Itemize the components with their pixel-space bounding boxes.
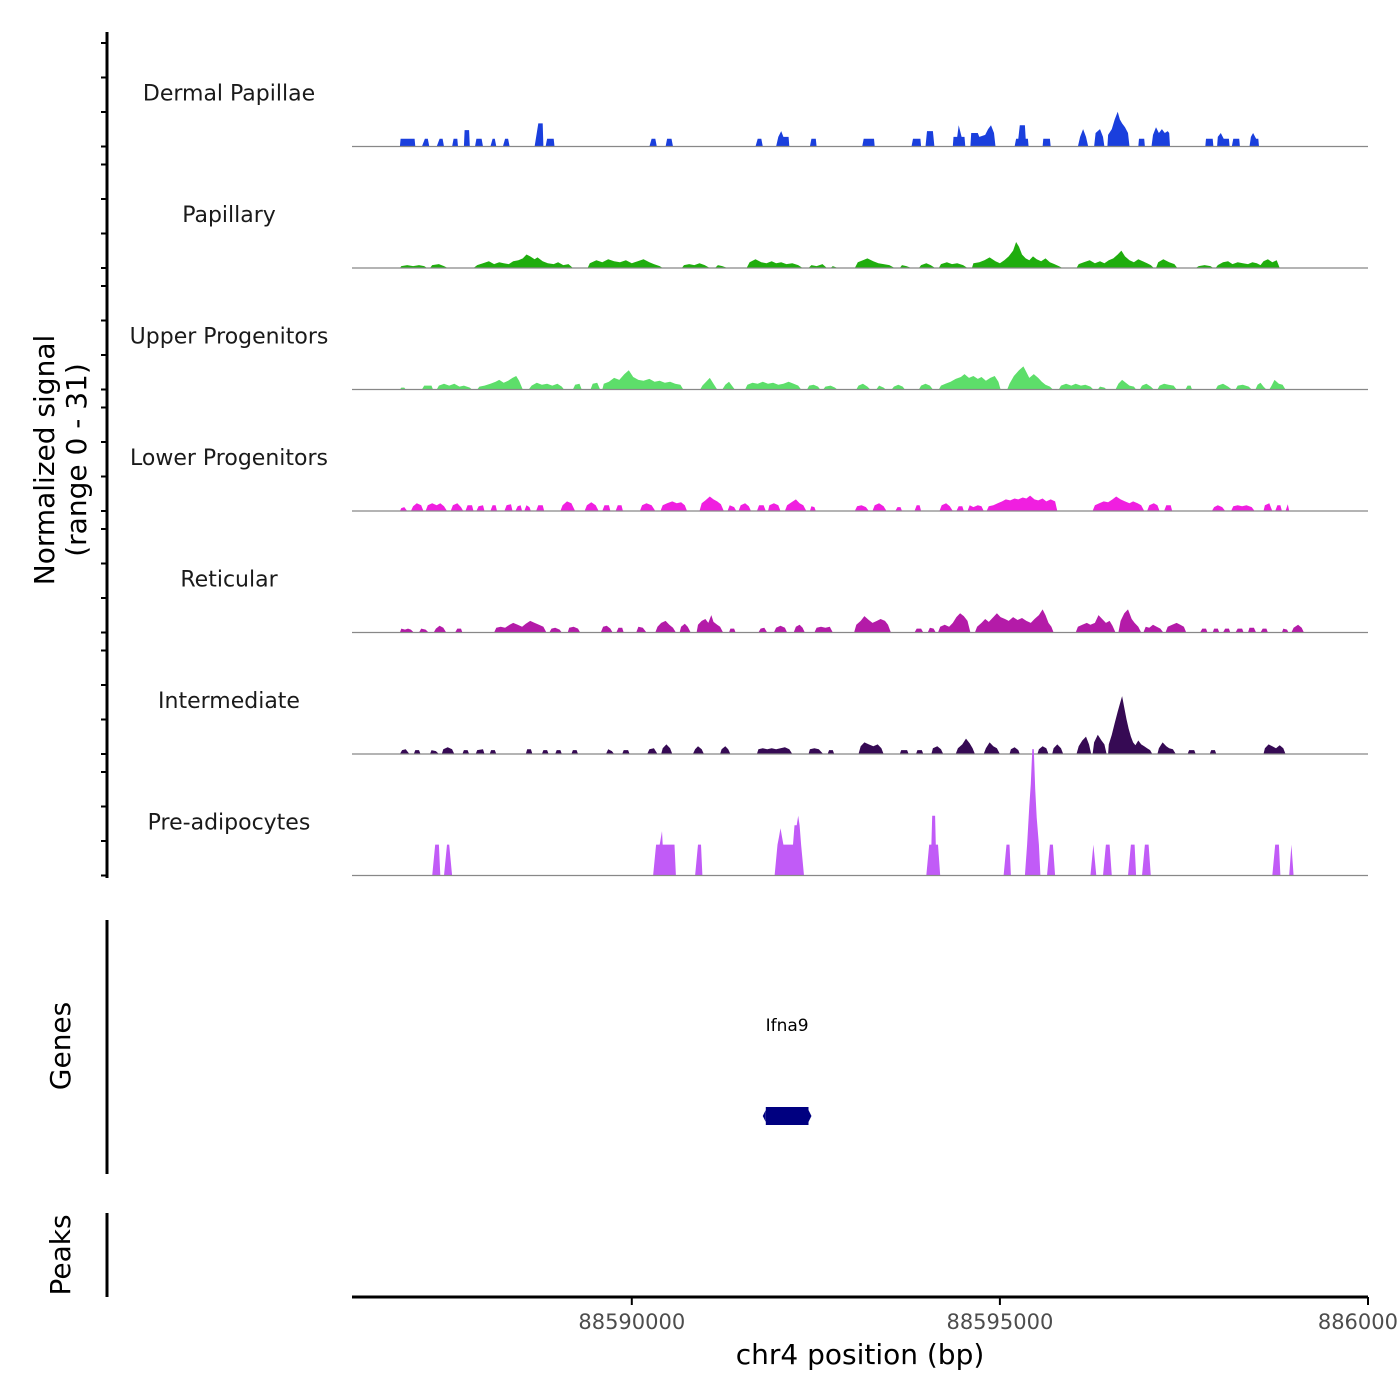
x-tick-label: 886000 — [1318, 1310, 1398, 1334]
genes-axis-title: Genes — [44, 1002, 77, 1090]
signal-area — [399, 242, 1280, 268]
x-tick-label: 88590000 — [578, 1310, 685, 1334]
track-dermal-papillae: Dermal Papillae — [143, 82, 1368, 148]
gene-label: Ifna9 — [766, 1016, 809, 1036]
gene-ifna9[interactable]: Ifna9 — [762, 1016, 812, 1125]
track-label: Intermediate — [158, 689, 300, 714]
track-label: Upper Progenitors — [130, 325, 329, 350]
signal-area — [399, 111, 1259, 147]
signal-area — [432, 749, 1294, 876]
signal-axis-range: (range 0 - 31) — [60, 363, 93, 557]
track-label: Dermal Papillae — [143, 82, 315, 107]
track-pre-adipocytes: Pre-adipocytes — [148, 749, 1368, 877]
gene-body[interactable] — [765, 1107, 809, 1125]
signal-area — [399, 696, 1286, 754]
signal-tracks: Dermal Papillae Papillary Upper Progenitor… — [130, 82, 1368, 877]
gene-strand-marker — [762, 1110, 766, 1122]
track-label: Lower Progenitors — [130, 446, 328, 471]
signal-y-axis — [101, 32, 109, 878]
x-axis: 88590000 88595000 886000 — [352, 1295, 1398, 1334]
genes-panel: Ifna9 — [762, 1016, 812, 1125]
x-tick-label: 88595000 — [946, 1310, 1053, 1334]
track-lower-progenitors: Lower Progenitors — [130, 446, 1368, 512]
signal-axis-title: Normalized signal — [28, 335, 61, 586]
track-papillary: Papillary — [182, 203, 1368, 269]
signal-area — [399, 609, 1304, 633]
track-upper-progenitors: Upper Progenitors — [130, 325, 1368, 391]
track-label: Reticular — [180, 568, 278, 593]
track-intermediate: Intermediate — [158, 689, 1368, 755]
track-label: Pre-adipocytes — [148, 811, 311, 836]
signal-area — [399, 495, 1290, 511]
signal-area — [399, 366, 1286, 390]
x-axis-title: chr4 position (bp) — [736, 1338, 985, 1371]
peaks-axis-title: Peaks — [44, 1214, 77, 1295]
track-reticular: Reticular — [180, 568, 1368, 634]
track-label: Papillary — [182, 203, 276, 228]
gene-strand-marker — [808, 1110, 812, 1122]
